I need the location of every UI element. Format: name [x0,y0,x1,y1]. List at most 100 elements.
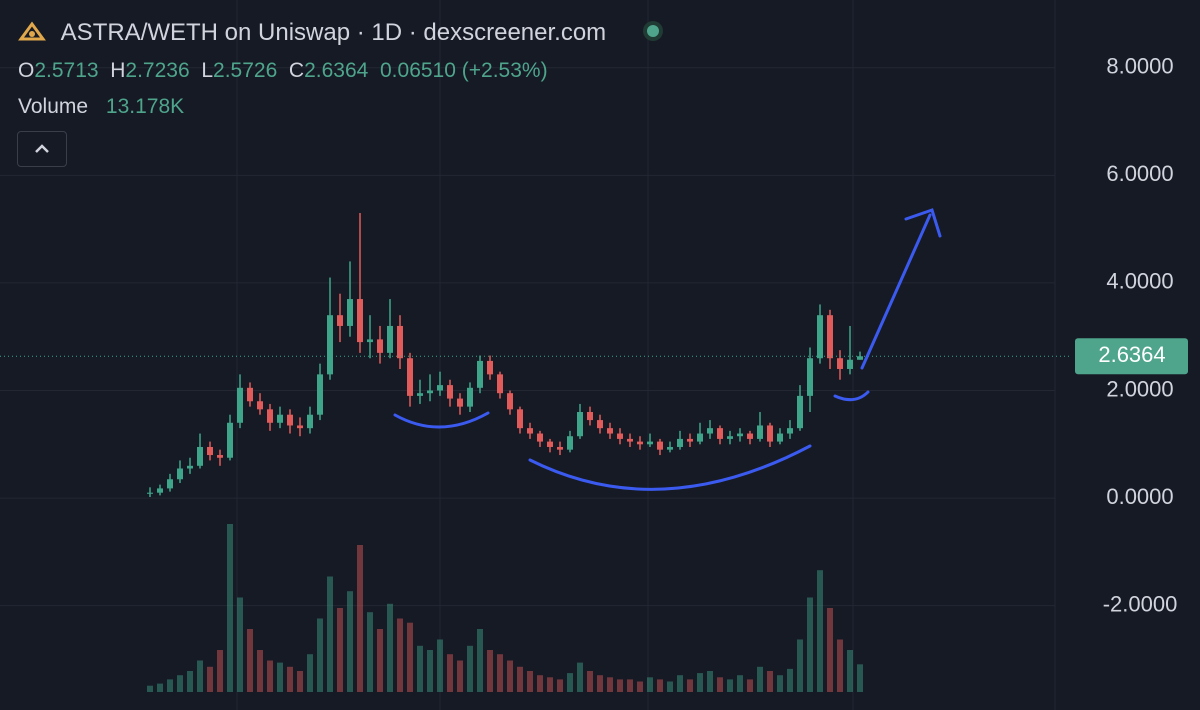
candle-body [677,438,683,447]
candle-body [287,414,293,426]
volume-bar [547,677,553,692]
volume-bar [147,685,153,692]
candle-body [657,441,663,450]
volume-bar [857,664,863,692]
candle-body [327,315,333,375]
volume-bar [387,603,393,692]
volume-bar [337,608,343,692]
volume-bar [697,673,703,692]
volume-bar [807,597,813,692]
status-dot [642,21,663,41]
candle-body [427,390,433,394]
volume-bar [607,677,613,692]
volume-bar [627,679,633,692]
volume-value: 13.178K [105,95,185,118]
volume-bar [497,654,503,692]
y-tick-label: -2.0000 [1103,591,1178,616]
volume-bar [677,675,683,692]
candle-body [237,387,243,423]
candle-body [837,358,843,369]
candle-body [267,409,273,423]
high-value: 2.7236 [125,59,190,82]
candle-body [707,428,713,434]
volume-bar [597,675,603,692]
candle-body [697,433,703,442]
volume-bar [507,660,513,692]
candle-body [557,446,563,450]
candle-body [847,359,853,369]
volume-bar [457,660,463,692]
candle-body [147,492,153,494]
close-label: C [288,59,305,82]
candle-body [357,299,363,343]
ohlc-row: O2.5713 H2.7236 L2.5726 C2.6364 0.06510 … [18,59,548,83]
y-tick-label: 0.0000 [1106,484,1173,509]
candle-body [507,393,513,410]
volume-bar [477,629,483,692]
close-value: 2.6364 [304,59,369,82]
candle-body [467,387,473,407]
candle-body [417,393,423,396]
candle-body [617,433,623,439]
candle-body [207,446,213,456]
candle-body [727,436,733,439]
candle-body [337,315,343,326]
volume-bar [407,622,413,692]
volume-bar [397,618,403,692]
high-label: H [110,59,126,82]
volume-bar [757,666,763,692]
candle-body [547,441,553,447]
volume-bar [687,679,693,692]
volume-bar [317,618,323,692]
candle-body [407,358,413,396]
candle-body [247,387,253,402]
candle-body [487,360,493,375]
header-title-row: ASTRA/WETH on Uniswap · 1D · dexscreener… [18,18,668,47]
volume-bar [367,612,373,692]
change-percent: (+2.53%) [461,59,548,82]
candle-body [437,385,443,391]
candle-body [497,374,503,394]
volume-bar [157,683,163,692]
candle-body [477,360,483,388]
volume-bar [797,639,803,692]
candle-body [177,468,183,480]
volume-bar [777,675,783,692]
volume-bar [727,679,733,692]
volume-bar [357,545,363,692]
volume-bar [527,671,533,692]
volume-bar [187,671,193,692]
candle-body [217,455,223,458]
candle-body [777,433,783,442]
volume-bar [227,524,233,692]
candle-body [567,436,573,450]
volume-bar [297,671,303,692]
candle-body [747,433,753,439]
volume-bar [657,679,663,692]
candle-body [167,479,173,489]
candle-body [277,414,283,423]
volume-bar [347,591,353,692]
y-tick-label: 2.0000 [1106,376,1173,401]
candle-body [857,356,863,360]
candle-body [197,446,203,466]
candle-body [607,428,613,434]
volume-bar [167,679,173,692]
volume-bar [217,650,223,692]
candle-body [717,428,723,439]
volume-bar [717,677,723,692]
volume-bar [847,650,853,692]
y-tick-label: 6.0000 [1106,161,1173,186]
low-value: 2.5726 [213,59,278,82]
collapse-button[interactable] [17,131,67,167]
title: ASTRA/WETH on Uniswap · 1D · dexscreener… [60,19,607,46]
volume-bar [567,673,573,692]
candle-body [367,339,373,343]
volume-bar [177,675,183,692]
candle-body [587,412,593,421]
volume-bar [817,570,823,692]
candle-body [347,299,353,326]
y-tick-label: 4.0000 [1106,269,1173,294]
candle-body [637,441,643,445]
candle-body [817,315,823,359]
